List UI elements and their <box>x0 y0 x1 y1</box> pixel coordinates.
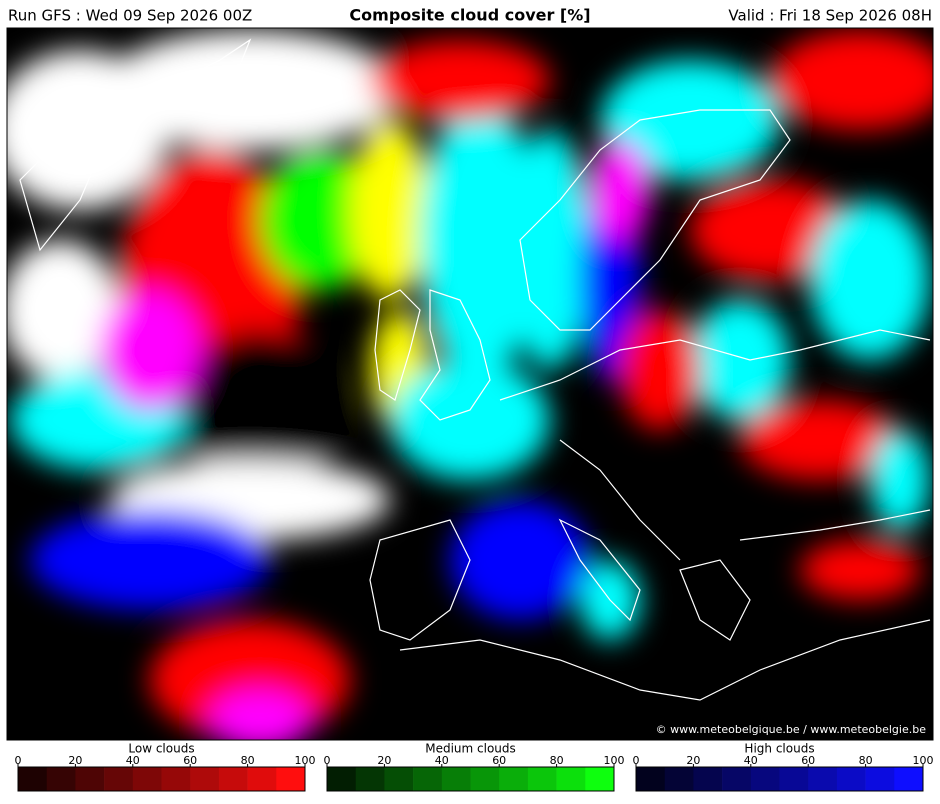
map-title: Composite cloud cover [%] <box>349 6 590 25</box>
colorbar-tick-label: 80 <box>550 754 564 767</box>
colorbar-swatch <box>664 767 694 791</box>
colorbar-swatch <box>865 767 895 791</box>
colorbar-swatch <box>693 767 723 791</box>
colorbar-tick-label: 20 <box>686 754 700 767</box>
colorbar-swatch <box>636 767 665 791</box>
colorbar-frame <box>635 766 924 792</box>
colorbar-tick-label: 20 <box>68 754 82 767</box>
colorbar-frame <box>17 766 306 792</box>
colorbar-swatch <box>218 767 248 791</box>
colorbar-title: Low clouds <box>128 742 194 756</box>
colorbar-tick-label: 40 <box>744 754 758 767</box>
colorbar-tick-label: 60 <box>801 754 815 767</box>
colorbar-swatch <box>779 767 809 791</box>
colorbar-swatch <box>894 767 924 791</box>
credit: © www.meteobelgique.be / www.meteobelgie… <box>656 723 927 736</box>
colorbar-swatch <box>132 767 162 791</box>
colorbar-tick-label: 40 <box>435 754 449 767</box>
colorbar-tick-label: 0 <box>15 754 22 767</box>
colorbar-swatch <box>441 767 471 791</box>
colorbar-swatch <box>499 767 529 791</box>
colorbar-tick-label: 100 <box>913 754 934 767</box>
colorbar-swatch <box>276 767 306 791</box>
colorbar-swatch <box>247 767 277 791</box>
map-frame <box>6 27 934 741</box>
colorbars: Low clouds 0 20 40 60 80 100 Medium clouds 0 20 40… <box>15 742 934 792</box>
colorbar-tick-label: 60 <box>183 754 197 767</box>
colorbar-swatch <box>527 767 557 791</box>
colorbar-title: Medium clouds <box>425 742 516 756</box>
colorbar-swatch <box>355 767 385 791</box>
colorbar-swatch <box>413 767 443 791</box>
colorbar-swatch <box>470 767 500 791</box>
colorbar-swatch <box>556 767 586 791</box>
colorbar-swatch <box>327 767 356 791</box>
colorbar-tick-label: 80 <box>241 754 255 767</box>
colorbar-tick-label: 0 <box>324 754 331 767</box>
colorbar-tick-label: 0 <box>633 754 640 767</box>
colorbar-swatch <box>585 767 615 791</box>
colorbar-swatch <box>836 767 866 791</box>
colorbar-tick-label: 100 <box>295 754 316 767</box>
coastlines <box>19 38 931 701</box>
colorbar-tick-label: 40 <box>126 754 140 767</box>
colorbar-swatch <box>46 767 76 791</box>
colorbar-swatch <box>75 767 105 791</box>
colorbar-swatch <box>18 767 47 791</box>
colorbar-swatch <box>104 767 134 791</box>
colorbar-tick-label: 100 <box>604 754 625 767</box>
colorbar-swatch <box>750 767 780 791</box>
colorbar-tick-label: 20 <box>377 754 391 767</box>
run-label: Run GFS : Wed 09 Sep 2026 00Z <box>8 7 252 25</box>
colorbar-swatch <box>190 767 220 791</box>
colorbar-tick-label: 80 <box>859 754 873 767</box>
colorbar-swatch <box>384 767 414 791</box>
cloud-map: © www.meteobelgique.be / www.meteobelgie… <box>7 28 933 740</box>
valid-label: Valid : Fri 18 Sep 2026 08H <box>728 7 932 25</box>
colorbar-swatch <box>722 767 752 791</box>
colorbar-tick-label: 60 <box>492 754 506 767</box>
colorbar-swatch <box>161 767 191 791</box>
colorbar-frame <box>326 766 615 792</box>
colorbar-swatch <box>808 767 838 791</box>
colorbar-title: High clouds <box>744 742 814 756</box>
